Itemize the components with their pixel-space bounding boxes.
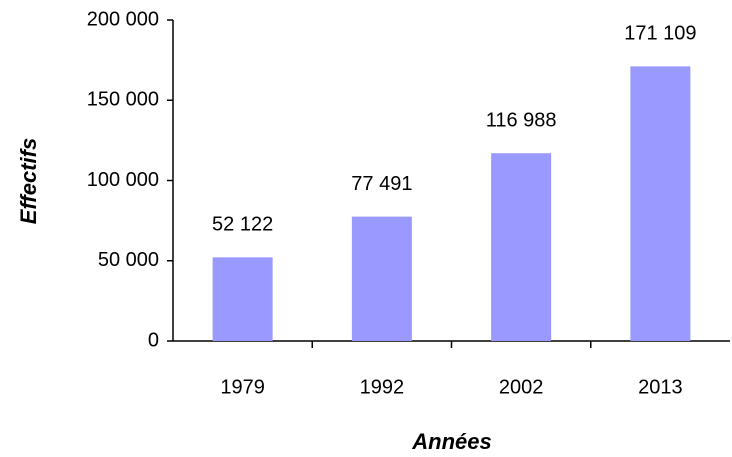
- x-axis-title: Années: [411, 429, 491, 454]
- y-tick-label: 100 000: [87, 169, 159, 191]
- y-tick-label: 200 000: [87, 8, 159, 30]
- y-tick-label: 150 000: [87, 89, 159, 111]
- bar: [351, 216, 412, 341]
- x-tick-label: 2013: [638, 376, 683, 398]
- y-tick-label: 50 000: [98, 249, 159, 271]
- value-label: 171 109: [624, 23, 696, 45]
- bar: [491, 153, 552, 341]
- x-tick-label: 2002: [499, 376, 544, 398]
- bar: [630, 66, 691, 341]
- bar: [212, 257, 273, 341]
- value-label: 116 988: [486, 110, 557, 132]
- x-tick-label: 1979: [220, 376, 265, 398]
- x-tick-label: 1992: [360, 376, 405, 398]
- value-label: 77 491: [351, 173, 412, 195]
- value-label: 52 122: [212, 214, 273, 236]
- y-axis-title: Effectifs: [16, 138, 41, 224]
- y-tick-label: 0: [148, 329, 159, 351]
